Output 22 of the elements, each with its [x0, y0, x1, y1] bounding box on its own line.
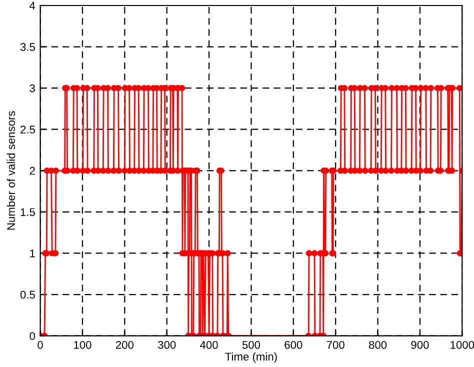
- y-tick-label: 2: [30, 166, 35, 175]
- y-tick-label: 4: [30, 2, 36, 10]
- x-axis-title: Time (min): [225, 352, 277, 363]
- x-tick-label: 600: [284, 340, 302, 349]
- y-tick-label: 2.5: [20, 126, 35, 134]
- y-axis-title: Number of valid sensors: [6, 111, 16, 230]
- x-tick-label: 300: [158, 340, 176, 349]
- y-tick-label: 1.5: [20, 208, 35, 216]
- x-tick-label: 900: [411, 340, 429, 349]
- x-tick-label: 100: [74, 340, 92, 349]
- x-tick-label: 0: [38, 340, 43, 349]
- x-tick-label: 700: [326, 340, 344, 349]
- y-tick-label: 0: [30, 332, 35, 340]
- y-tick-label: 0.5: [20, 290, 35, 299]
- x-tick-label: 200: [116, 340, 134, 349]
- y-tick-label: 3: [30, 84, 35, 92]
- y-tick-label: 3.5: [20, 43, 35, 51]
- x-tick-label: 400: [200, 340, 218, 349]
- x-tick-label: 500: [242, 340, 260, 349]
- y-tick-label: 1: [30, 250, 35, 258]
- x-tick-label: 800: [368, 340, 387, 349]
- x-tick-label: 1000: [450, 340, 474, 349]
